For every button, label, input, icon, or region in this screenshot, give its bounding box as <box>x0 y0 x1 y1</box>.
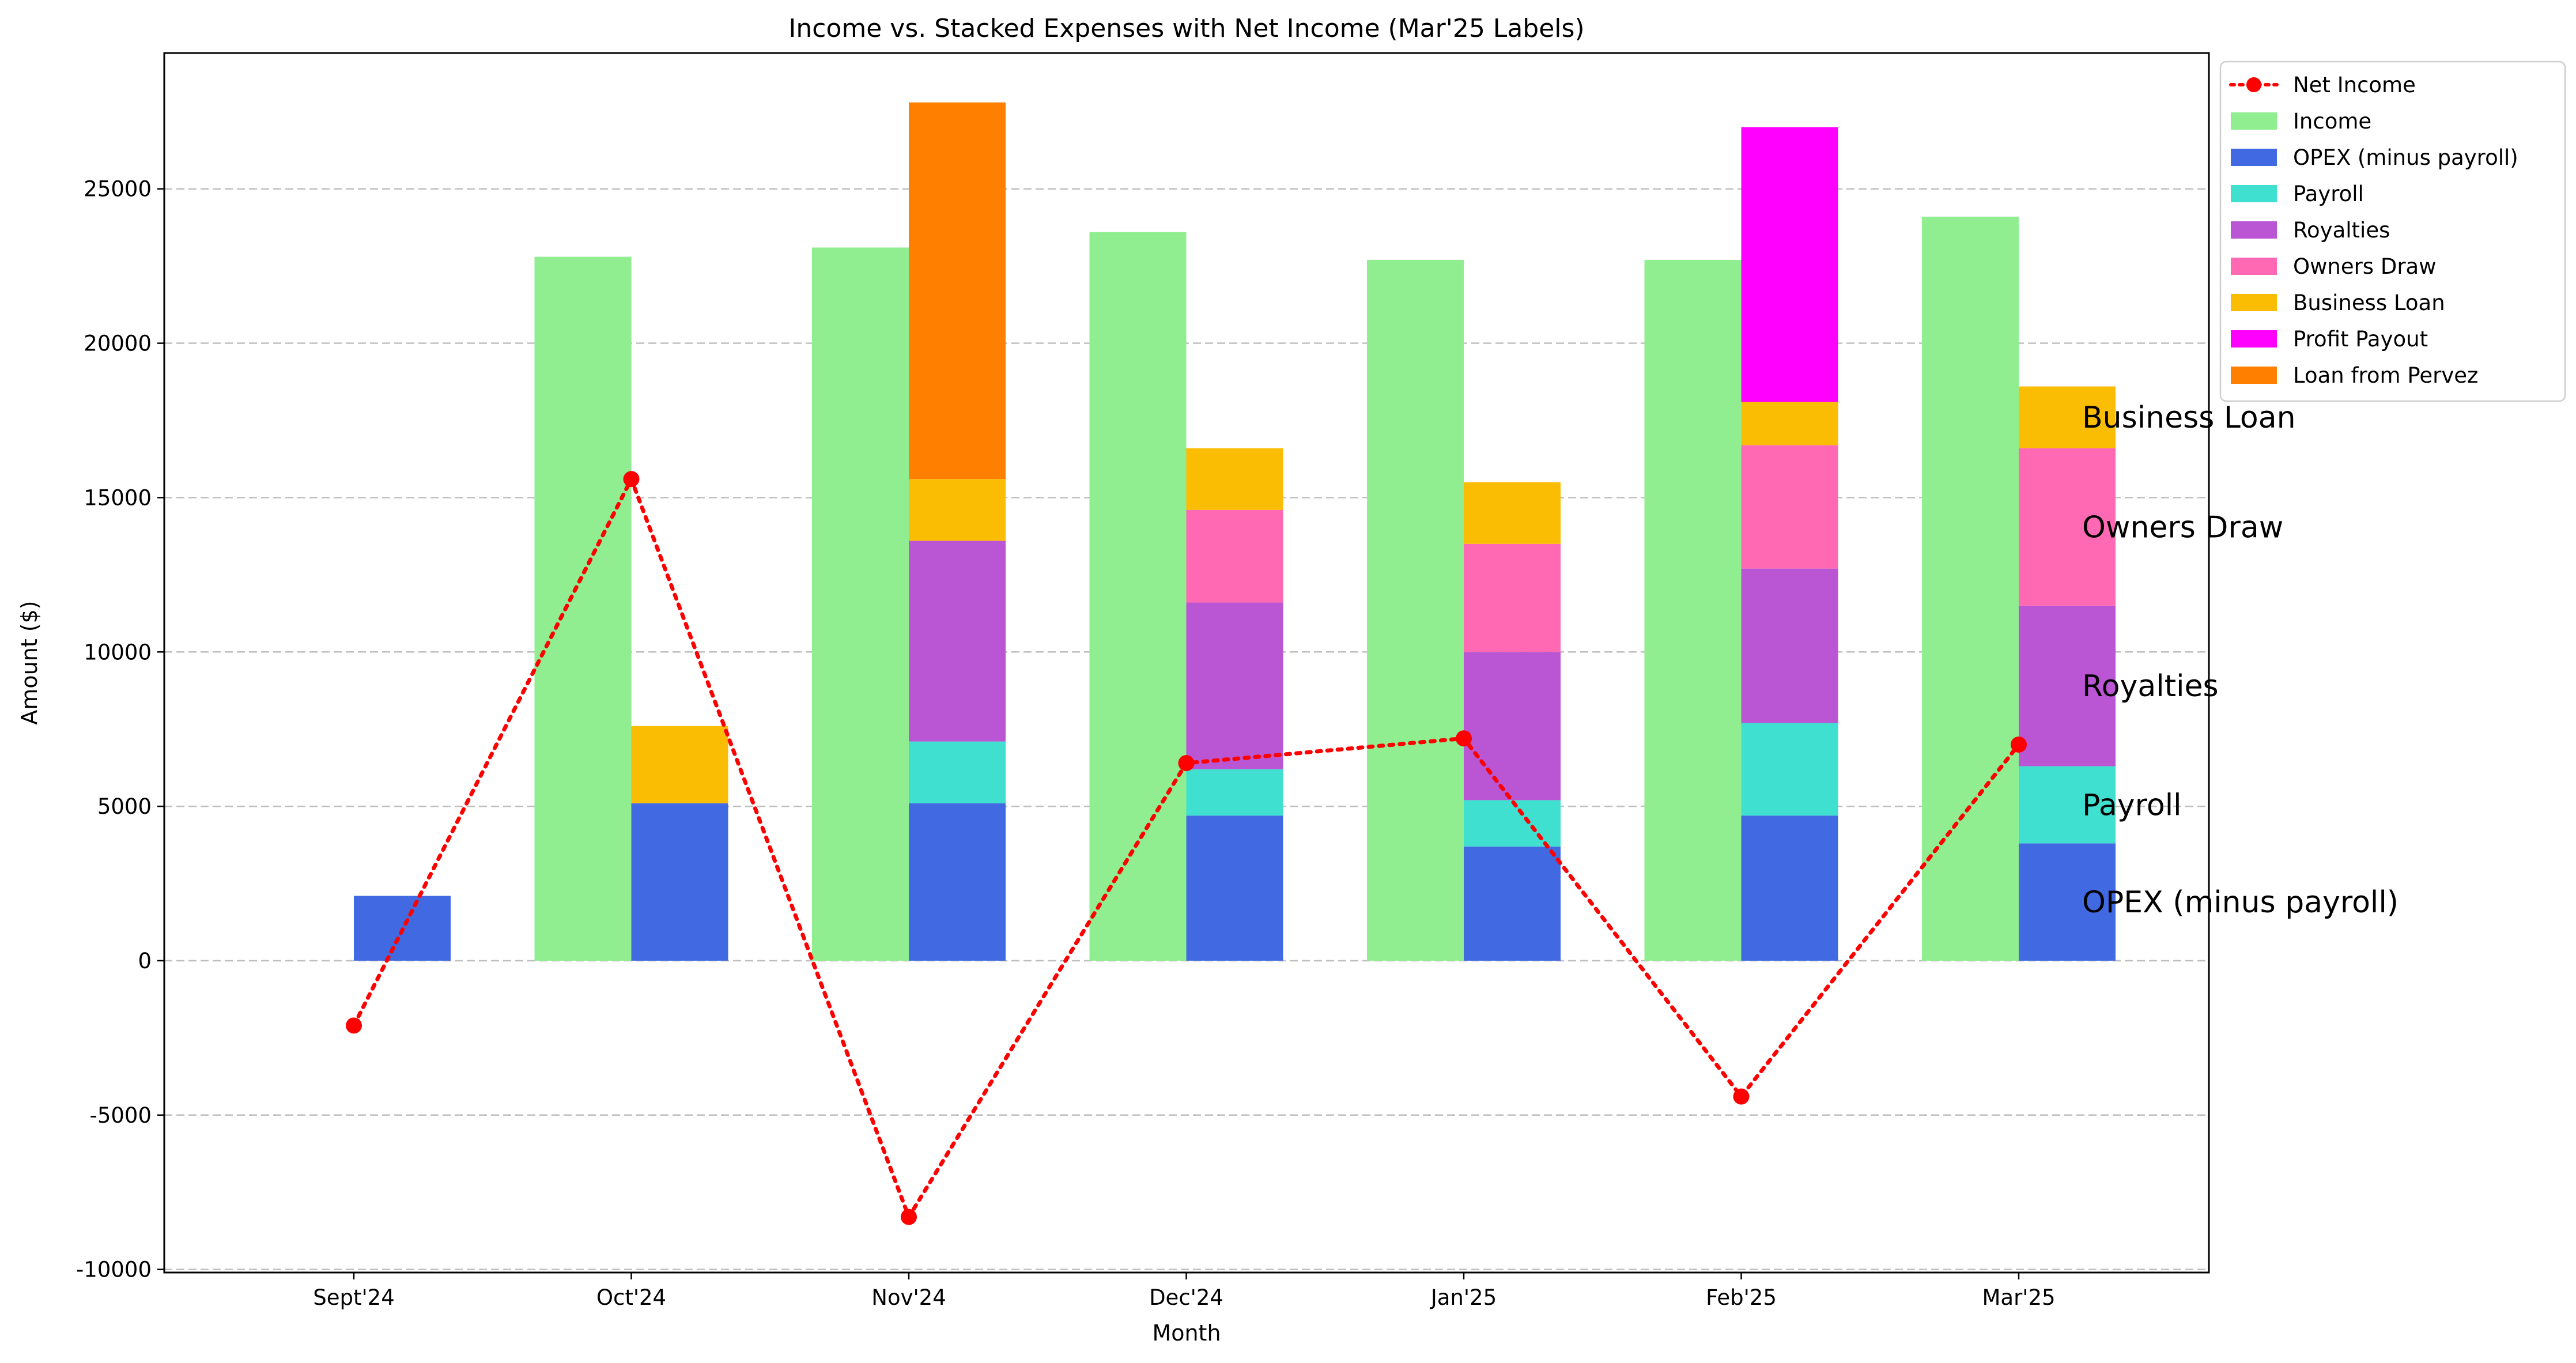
legend-label-royalties: Royalties <box>2293 218 2390 243</box>
annotation-payroll: Payroll <box>2082 788 2182 822</box>
bar-payroll <box>1741 723 1838 816</box>
legend-label-net-income: Net Income <box>2293 73 2416 97</box>
bar-business-loan <box>631 726 728 803</box>
y-tick-label: 20000 <box>84 331 152 356</box>
bar-royalties <box>1741 568 1838 723</box>
x-tick-label: Dec'24 <box>1149 1285 1223 1310</box>
bar-owners-draw <box>1464 543 1561 652</box>
legend-marker-net-income <box>2246 77 2261 92</box>
income-bar <box>1644 259 1742 961</box>
income-bar <box>812 247 909 961</box>
net-income-point <box>1178 755 1195 772</box>
bar-opex-minus-payroll <box>1464 846 1561 961</box>
bar-royalties <box>1464 652 1561 801</box>
legend-swatch-opex-minus-payroll <box>2231 149 2277 166</box>
x-axis-label: Month <box>1152 1320 1221 1346</box>
x-tick-label: Sept'24 <box>313 1285 395 1310</box>
y-tick-label: 0 <box>138 949 152 973</box>
legend-label-income: Income <box>2293 109 2371 134</box>
legend-label-profit-payout: Profit Payout <box>2293 327 2428 352</box>
bar-profit-payout <box>1741 127 1838 402</box>
bar-royalties <box>909 541 1006 742</box>
y-axis-label: Amount ($) <box>17 601 42 724</box>
bar-royalties <box>1186 602 1283 769</box>
legend-label-loan-from-pervez: Loan from Pervez <box>2293 363 2478 388</box>
income-bar <box>534 256 632 961</box>
legend-box <box>2219 61 2566 402</box>
net-income-point <box>901 1209 917 1225</box>
legend-swatch-profit-payout <box>2231 330 2277 348</box>
annotation-royalties: Royalties <box>2082 669 2219 704</box>
bar-royalties <box>2019 605 2116 767</box>
income-bar <box>1922 216 2019 961</box>
legend-label-payroll: Payroll <box>2293 182 2364 206</box>
bar-payroll <box>1186 769 1283 816</box>
legend-label-opex-minus-payroll: OPEX (minus payroll) <box>2293 145 2518 170</box>
annotation-owners-draw: Owners Draw <box>2082 510 2283 545</box>
bar-payroll <box>2019 766 2116 844</box>
x-tick-label: Feb'25 <box>1706 1285 1777 1310</box>
x-tick-label: Nov'24 <box>871 1285 946 1310</box>
y-tick-label: 5000 <box>97 794 152 819</box>
legend-swatch-income <box>2231 112 2277 130</box>
y-axis: -10000 -5000 0 5000 10000 15000 20000 25000 <box>76 177 164 1282</box>
bar-business-loan <box>1464 482 1561 544</box>
bar-opex-minus-payroll <box>2019 843 2116 961</box>
legend-swatch-royalties <box>2231 221 2277 239</box>
x-tick-label: Mar'25 <box>1982 1285 2055 1310</box>
bar-loan-from-pervez <box>909 102 1006 479</box>
legend-swatch-payroll <box>2231 185 2277 202</box>
bar-opex-minus-payroll <box>909 803 1006 961</box>
y-tick-label: -5000 <box>89 1103 152 1128</box>
income-bar <box>1367 259 1464 961</box>
bar-payroll <box>909 741 1006 803</box>
bar-owners-draw <box>2019 448 2116 606</box>
bar-business-loan <box>2019 386 2116 448</box>
income-bar <box>1089 232 1187 961</box>
y-tick-label: 10000 <box>84 640 152 664</box>
net-income-line <box>346 471 2027 1225</box>
bar-opex-minus-payroll <box>631 803 728 961</box>
legend-label-business-loan: Business Loan <box>2293 290 2445 315</box>
bar-opex-minus-payroll <box>1741 815 1838 961</box>
net-income-point <box>1733 1088 1750 1105</box>
net-income-point <box>346 1017 362 1034</box>
annotations: OPEX (minus payroll) Payroll Royalties Owne… <box>2082 401 2399 920</box>
bar-owners-draw <box>1186 509 1283 603</box>
net-income-point <box>1456 730 1472 747</box>
x-tick-label: Jan'25 <box>1430 1285 1497 1310</box>
bar-payroll <box>1464 800 1561 847</box>
y-tick-label: 15000 <box>84 485 152 510</box>
legend: Net Income Income OPEX (minus payroll) Payr… <box>2219 61 2566 402</box>
bar-opex-minus-payroll <box>1186 815 1283 961</box>
chart-title: Income vs. Stacked Expenses with Net Inc… <box>788 14 1584 43</box>
x-axis: Sept'24 Oct'24 Nov'24 Dec'24 Jan'25 Feb'25 Mar… <box>313 1273 2056 1310</box>
legend-swatch-loan-from-pervez <box>2231 367 2277 384</box>
x-tick-label: Oct'24 <box>596 1285 666 1310</box>
legend-swatch-owners-draw <box>2231 258 2277 275</box>
bar-business-loan <box>1741 402 1838 445</box>
annotation-opex-minus-payroll: OPEX (minus payroll) <box>2082 885 2399 920</box>
legend-label-owners-draw: Owners Draw <box>2293 254 2437 279</box>
y-tick-label: -10000 <box>76 1258 152 1282</box>
legend-swatch-business-loan <box>2231 294 2277 311</box>
bar-business-loan <box>1186 448 1283 510</box>
net-income-point <box>623 471 640 488</box>
y-tick-label: 25000 <box>84 177 152 202</box>
annotation-business-loan: Business Loan <box>2082 401 2296 435</box>
bars <box>354 102 2116 961</box>
bar-owners-draw <box>1741 445 1838 569</box>
bar-business-loan <box>909 479 1006 541</box>
net-income-point <box>2011 736 2027 753</box>
